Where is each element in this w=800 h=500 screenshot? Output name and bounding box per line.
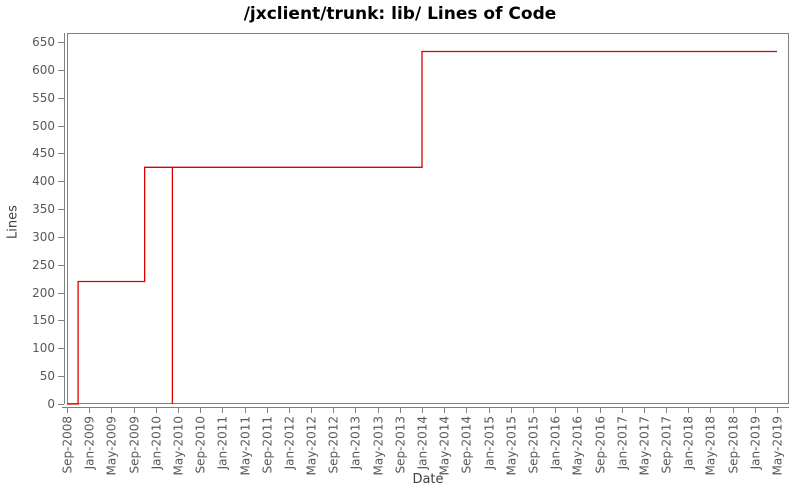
y-tick-label: 450 xyxy=(32,146,55,160)
x-tick-label: Sep-2017 xyxy=(660,416,674,474)
y-tick-label: 250 xyxy=(32,258,55,272)
x-axis-title: Date xyxy=(412,472,444,487)
plot-outline xyxy=(67,33,789,404)
y-tick-label: 50 xyxy=(40,369,55,383)
y-tick-label: 200 xyxy=(32,286,55,300)
x-tick-label: Jan-2018 xyxy=(682,416,696,470)
chart-title: /jxclient/trunk: lib/ Lines of Code xyxy=(243,4,557,24)
y-tick-label: 600 xyxy=(32,63,55,77)
loc-step-line xyxy=(67,50,777,405)
x-tick-label: Jan-2016 xyxy=(549,416,563,470)
y-tick-label: 550 xyxy=(32,91,55,105)
y-tick-label: 0 xyxy=(47,397,55,411)
x-tick-label: Jan-2017 xyxy=(616,416,630,470)
x-tick-label: May-2010 xyxy=(172,416,186,475)
x-tick-label: May-2017 xyxy=(638,416,652,475)
y-tick-label: 100 xyxy=(32,341,55,355)
x-tick-label: May-2011 xyxy=(239,416,253,475)
x-tick-label: May-2013 xyxy=(372,416,386,475)
y-tick-label: 300 xyxy=(32,230,55,244)
x-tick-label: Jan-2019 xyxy=(749,416,763,470)
x-tick-label: Sep-2009 xyxy=(128,416,142,474)
x-tick-label: Jan-2013 xyxy=(349,416,363,470)
x-tick-label: Jan-2010 xyxy=(150,416,164,470)
x-tick-label: May-2019 xyxy=(771,416,785,475)
x-tick-label: Sep-2012 xyxy=(327,416,341,474)
y-tick-label: 350 xyxy=(32,202,55,216)
y-tick-label: 650 xyxy=(32,35,55,49)
x-tick-label: Jan-2009 xyxy=(83,416,97,470)
x-tick-label: Sep-2013 xyxy=(394,416,408,474)
y-tick-label: 400 xyxy=(32,174,55,188)
x-tick-label: Sep-2010 xyxy=(194,416,208,474)
y-tick-label: 150 xyxy=(32,313,55,327)
y-tick-label: 500 xyxy=(32,119,55,133)
x-tick-label: May-2012 xyxy=(305,416,319,475)
x-tick-label: Jan-2011 xyxy=(216,416,230,470)
x-tick-label: Sep-2008 xyxy=(61,416,75,474)
x-tick-label: Jan-2014 xyxy=(416,416,430,470)
x-tick-label: Jan-2015 xyxy=(483,416,497,470)
x-tick-label: Jan-2012 xyxy=(283,416,297,470)
x-tick-label: Sep-2011 xyxy=(261,416,275,474)
x-tick-label: May-2015 xyxy=(505,416,519,475)
x-tick-label: May-2014 xyxy=(438,416,452,475)
x-tick-label: May-2009 xyxy=(105,416,119,475)
x-tick-label: May-2018 xyxy=(704,416,718,475)
x-tick-label: Sep-2014 xyxy=(460,416,474,474)
x-tick-label: Sep-2015 xyxy=(527,416,541,474)
x-tick-label: Sep-2016 xyxy=(594,416,608,474)
x-tick-label: May-2016 xyxy=(571,416,585,475)
x-tick-label: Sep-2018 xyxy=(727,416,741,474)
